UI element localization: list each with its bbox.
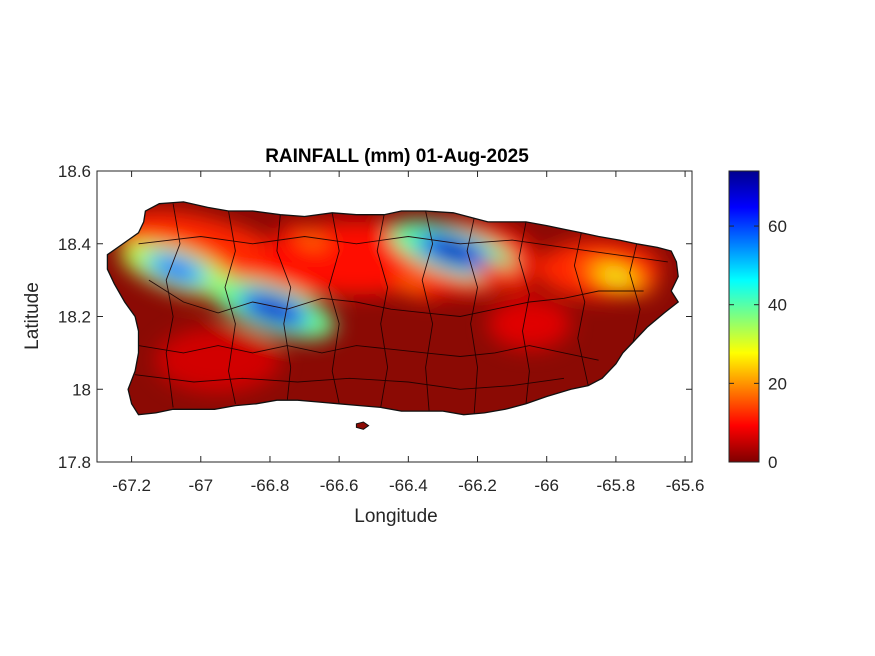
rainfall-max-core-5 — [401, 278, 422, 290]
y-tick-label: 18.4 — [58, 235, 91, 254]
x-axis: -67.2 -67 -66.8 -66.6 -66.4 -66.2 -66 -65.8 -65.… — [112, 171, 704, 495]
field-band-southwest — [155, 327, 281, 393]
x-tick-label: -66.2 — [458, 476, 497, 495]
municipality-boundary-4 — [276, 214, 292, 401]
x-tick-label: -67.2 — [112, 476, 151, 495]
municipality-boundary-11 — [629, 243, 641, 343]
municipality-boundary-0 — [148, 279, 644, 317]
rainfall-max-core-6 — [495, 271, 515, 282]
x-tick-label: -66 — [534, 476, 559, 495]
y-tick-label: 18 — [72, 380, 91, 399]
municipality-boundary-12 — [138, 236, 668, 263]
field-band-southeast — [487, 298, 571, 350]
municipality-boundary-8 — [466, 218, 478, 415]
rainfall-map — [106, 201, 680, 430]
y-axis-label: Latitude — [22, 282, 43, 350]
y-tick-label: 18.6 — [58, 162, 91, 181]
x-tick-label: -66.6 — [320, 476, 359, 495]
x-tick-label: -66.8 — [251, 476, 290, 495]
municipality-boundary-5 — [328, 212, 340, 404]
municipality-boundary-2 — [165, 203, 181, 408]
colorbar-tick-label: 40 — [768, 296, 787, 315]
colorbar-gradient — [728, 170, 760, 463]
colorbar-tick-label: 0 — [768, 453, 777, 472]
rainfall-max-core-3 — [603, 270, 629, 283]
caja-de-muertos-islet — [355, 421, 370, 430]
y-tick-label: 17.8 — [58, 453, 91, 472]
colorbar-ticks: 0 20 40 60 — [729, 217, 787, 472]
x-tick-label: -65.6 — [666, 476, 705, 495]
municipality-boundary-10 — [573, 232, 589, 386]
colorbar: 0 20 40 60 — [728, 170, 787, 472]
municipality-boundaries — [135, 203, 668, 415]
x-tick-label: -65.8 — [597, 476, 636, 495]
y-axis: 17.8 18 18.2 18.4 18.6 — [58, 162, 692, 472]
municipality-boundary-7 — [421, 210, 434, 412]
municipality-boundary-6 — [376, 214, 389, 408]
x-axis-label: Longitude — [354, 506, 437, 527]
municipality-boundary-13 — [135, 374, 565, 390]
municipality-boundary-9 — [518, 221, 530, 404]
chart-title: RAINFALL (mm) 01-Aug-2025 — [265, 146, 529, 167]
x-tick-label: -66.4 — [389, 476, 428, 495]
island-outline — [106, 201, 680, 416]
field-band-west — [118, 211, 318, 306]
municipality-boundary-3 — [224, 210, 236, 404]
rainfall-max-core-0 — [158, 259, 195, 279]
y-tick-label: 18.2 — [58, 308, 91, 327]
rainfall-max-core-4 — [301, 234, 322, 246]
rainfall-field — [118, 211, 661, 393]
colorbar-tick-label: 60 — [768, 217, 787, 236]
municipality-boundary-1 — [138, 345, 599, 361]
rainfall-max-core-2 — [433, 240, 474, 262]
x-tick-label: -67 — [188, 476, 213, 495]
colorbar-tick-label: 20 — [768, 374, 787, 393]
